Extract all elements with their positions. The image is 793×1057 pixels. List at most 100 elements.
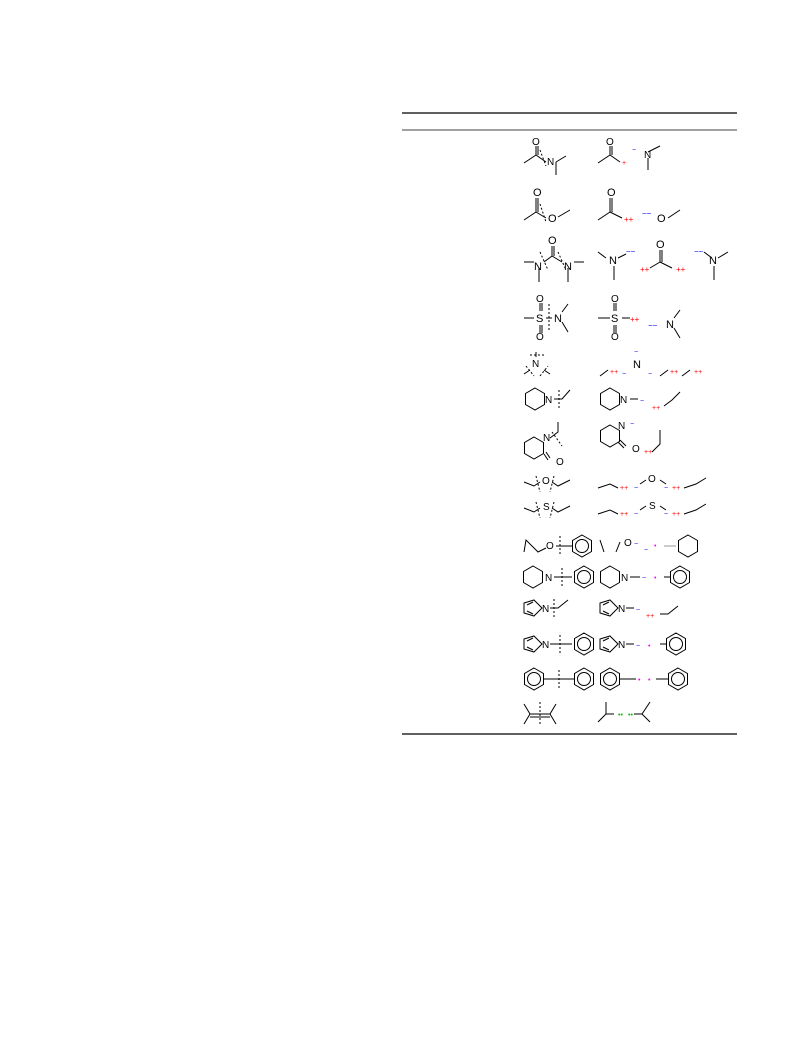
products-ester: O ++ −− O xyxy=(597,187,681,225)
reactant-amide: O N xyxy=(523,137,567,175)
row-ethylpyrrole: N N − ++ xyxy=(523,599,679,620)
atom-n: N xyxy=(542,640,549,651)
atom-s: S xyxy=(543,502,550,513)
cation-mark: ++ xyxy=(652,405,660,412)
atom-o: O xyxy=(546,541,554,552)
anion-mark: − xyxy=(636,607,640,614)
atom-o: O xyxy=(533,187,542,199)
atom-o: O xyxy=(556,457,564,468)
cation-mark: ++ xyxy=(672,511,680,518)
atom-s: S xyxy=(536,313,543,325)
radical-mark: • xyxy=(648,677,651,684)
products-ethylpyrrole: N − ++ xyxy=(599,599,679,620)
row-ether: O O ++ − − ++ xyxy=(523,474,707,493)
radical-mark: • xyxy=(638,677,641,684)
reactant-urea: O N N xyxy=(524,235,584,282)
reactant-trialkylamine: N xyxy=(523,352,551,377)
atom-n: N xyxy=(709,255,717,267)
cation-mark: ++ xyxy=(676,265,686,274)
reactant-lactam: N O xyxy=(524,422,564,468)
row-piperidine-ethyl: N N − ++ xyxy=(525,387,681,412)
atom-o: O xyxy=(632,444,640,455)
anion-mark: −− xyxy=(648,321,658,330)
atom-n: N xyxy=(543,433,550,444)
atom-o: O xyxy=(648,474,656,485)
atom-o: O xyxy=(548,213,557,225)
atom-n: N xyxy=(621,573,628,584)
atom-o: O xyxy=(624,538,632,549)
radical-mark: • xyxy=(654,543,657,550)
cation-mark: ++ xyxy=(670,369,678,376)
atom-o: O xyxy=(611,332,619,343)
products-trialkylamine: N − ++ − − ++ ++ xyxy=(599,349,702,378)
reactant-aryl-ether: O xyxy=(523,534,592,558)
reactant-biphenyl xyxy=(524,667,594,691)
anion-mark: − xyxy=(640,398,644,405)
products-thioether: S ++ − − ++ xyxy=(597,501,707,518)
atom-o: O xyxy=(657,213,666,225)
reactant-ethylpyrrole: N xyxy=(523,599,569,617)
anion-mark: − xyxy=(644,547,648,554)
anion-mark: −− xyxy=(626,247,636,256)
row-lactam: N O N O − ++ xyxy=(524,421,661,468)
row-phenylpyrrole: N N − • xyxy=(523,632,686,656)
products-aryl-ether: O − − • xyxy=(599,534,698,558)
anion-mark: − xyxy=(634,541,638,548)
row-biphenyl: • • xyxy=(524,667,688,691)
atom-n: N xyxy=(542,604,549,615)
row-ester: O O O ++ −− O xyxy=(523,187,681,225)
row-trialkylamine: N N − ++ − − ++ ++ xyxy=(523,349,702,378)
anion-mark: − xyxy=(634,511,638,518)
reactant-ester: O O xyxy=(523,187,571,225)
atom-n: N xyxy=(534,261,542,273)
row-sulfonamide: O S O N O S O ++ −− N xyxy=(524,294,681,343)
cation-mark: ++ xyxy=(620,485,628,492)
cation-mark: ++ xyxy=(640,265,650,274)
anion-mark: −− xyxy=(694,247,704,256)
row-amide: O N O + − N xyxy=(523,137,661,175)
cation-mark: + xyxy=(622,160,626,167)
atom-n: N xyxy=(618,421,625,432)
atom-o: O xyxy=(532,137,540,148)
anion-mark: − xyxy=(664,511,668,518)
atom-s: S xyxy=(611,313,618,325)
cation-mark: ++ xyxy=(610,369,618,376)
products-urea: N −− O ++ ++ −− N xyxy=(597,239,729,280)
products-piperidine-ethyl: N − ++ xyxy=(600,387,681,412)
reactant-ether: O xyxy=(523,475,571,493)
atom-o: O xyxy=(536,294,544,305)
atom-n: N xyxy=(564,261,572,273)
atom-n: N xyxy=(547,157,554,168)
anion-mark: −− xyxy=(642,209,652,218)
cation-mark: ++ xyxy=(630,315,640,324)
atom-n: N xyxy=(532,359,539,370)
atom-o: O xyxy=(606,137,614,148)
reactant-thioether: S xyxy=(523,501,571,519)
anion-mark: − xyxy=(630,421,634,428)
cation-mark: ++ xyxy=(644,449,652,456)
anion-mark: − xyxy=(632,147,636,154)
products-sulfonamide: O S O ++ −− N xyxy=(598,294,681,343)
row-alkene: •• •• xyxy=(523,701,651,726)
anion-mark: − xyxy=(636,643,640,650)
atom-o: O xyxy=(611,294,619,305)
reactant-sulfonamide: O S O N xyxy=(524,294,569,343)
products-alkene: •• •• xyxy=(597,701,651,723)
anion-mark: − xyxy=(622,371,626,378)
atom-n: N xyxy=(633,359,641,371)
cation-mark: ++ xyxy=(646,613,654,620)
products-lactam: N O − ++ xyxy=(600,421,661,456)
cation-mark: ++ xyxy=(694,369,702,376)
atom-o: O xyxy=(607,187,616,199)
row-thioether: S S ++ − − ++ xyxy=(523,501,707,519)
atom-n: N xyxy=(644,150,651,161)
row-phenylpiperidine: N N − • xyxy=(523,565,690,589)
atom-n: N xyxy=(545,573,552,584)
atom-n: N xyxy=(666,319,674,331)
anion-mark: − xyxy=(634,485,638,492)
radical-mark: •• xyxy=(628,712,633,719)
atom-n: N xyxy=(620,395,627,406)
products-biphenyl: • • xyxy=(600,667,688,691)
reactant-phenylpyrrole: N xyxy=(523,632,594,656)
